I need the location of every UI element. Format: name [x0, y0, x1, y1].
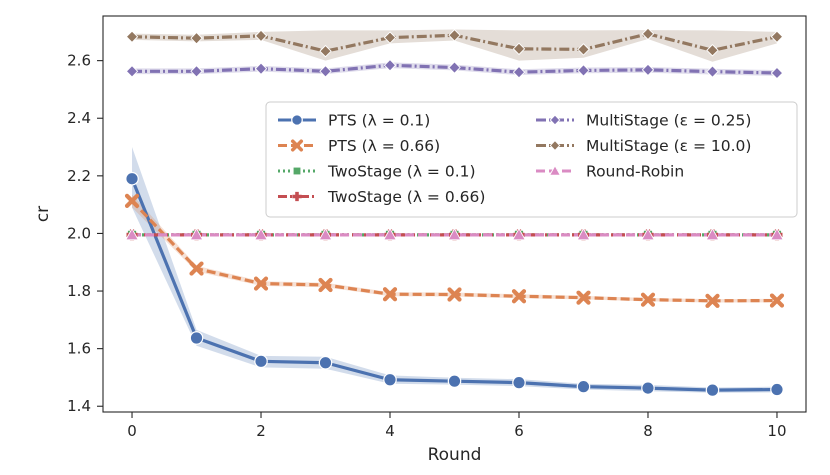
- marker-round-robin-0: [125, 227, 139, 241]
- x-tick-label: 0: [127, 422, 137, 440]
- y-axis-label: cr: [33, 206, 53, 222]
- plot-frame: [102, 15, 807, 413]
- marker-multistage-10-0-0: [125, 30, 139, 43]
- marker-pts-0-66-6: [511, 289, 527, 304]
- y-axis-ticks: 1.4 1.6 1.8 2.0 2.2 2.4 2.6: [67, 52, 103, 415]
- marker-pts-0-1-1: [189, 331, 204, 345]
- x-axis-ticks: 0 2 4 6 8 10: [127, 412, 787, 440]
- legend-label: Round-Robin: [586, 163, 684, 181]
- marker-pts-0-66-5: [447, 287, 462, 302]
- x-tick-label: 8: [643, 422, 653, 440]
- marker-pts-0-1-4: [383, 372, 397, 387]
- marker-multistage-10-0-2: [254, 29, 268, 43]
- marker-multistage-10-0-7: [577, 43, 590, 56]
- marker-pts-0-66-1: [189, 261, 204, 276]
- marker-pts-0-66-4: [382, 287, 398, 302]
- legend-marker: [291, 114, 303, 126]
- marker-pts-0-66-0: [124, 193, 140, 208]
- legend-label: TwoStage (λ = 0.66): [327, 188, 485, 206]
- y-tick-label: 1.6: [67, 340, 91, 358]
- marker-multistage-10-0-1: [190, 31, 203, 45]
- marker-multistage-10-0-9: [706, 44, 719, 57]
- band-multistage-10-0: [132, 29, 777, 62]
- marker-pts-0-66-8: [640, 292, 656, 307]
- marker-round-robin-9: [705, 227, 720, 241]
- marker-pts-0-66-9: [705, 293, 720, 308]
- x-tick-label: 6: [514, 422, 524, 440]
- y-tick-label: 1.8: [67, 282, 91, 300]
- marker-round-robin-6: [512, 227, 526, 241]
- x-tick-label: 2: [256, 422, 266, 440]
- marker-round-robin-4: [383, 227, 397, 241]
- x-tick-label: 10: [767, 422, 786, 440]
- legend-marker: [548, 164, 562, 176]
- y-tick-label: 2.0: [67, 224, 91, 242]
- marker-multistage-0-25-4: [383, 59, 397, 72]
- marker-multistage-10-0-4: [383, 31, 397, 44]
- legend-entry-twostage-0-66: TwoStage (λ = 0.66): [278, 188, 485, 206]
- marker-multistage-0-25-1: [190, 65, 203, 78]
- marker-multistage-10-0-10: [770, 30, 784, 43]
- legend-marker: [292, 166, 302, 176]
- marker-multistage-10-0-6: [512, 42, 526, 56]
- legend-box: [265, 101, 798, 218]
- marker-round-robin-1: [189, 227, 204, 241]
- marker-pts-0-66-2: [253, 276, 269, 291]
- y-tick-label: 1.4: [67, 397, 91, 415]
- marker-multistage-0-25-3: [319, 65, 332, 78]
- x-axis-label: Round: [428, 445, 482, 465]
- legend-label: TwoStage (λ = 0.1): [327, 163, 476, 181]
- marker-pts-0-1-0: [125, 171, 139, 186]
- legend-marker: [292, 191, 302, 202]
- legend-entry-pts-0-1: PTS (λ = 0.1): [278, 112, 430, 130]
- marker-pts-0-1-5: [447, 374, 462, 388]
- y-tick-label: 2.6: [67, 52, 91, 70]
- legend-entry-multistage-0-25: MultiStage (ε = 0.25): [536, 112, 751, 130]
- marker-multistage-10-0-3: [319, 44, 332, 58]
- y-tick-label: 2.4: [67, 109, 91, 127]
- legend-label: MultiStage (ε = 10.0): [586, 137, 751, 155]
- marker-pts-0-1-10: [770, 382, 784, 397]
- legend-label: PTS (λ = 0.66): [328, 137, 440, 155]
- legend-entry-multistage-10-0: MultiStage (ε = 10.0): [536, 137, 751, 155]
- marker-round-robin-2: [254, 227, 268, 241]
- marker-round-robin-3: [318, 227, 333, 241]
- marker-multistage-0-25-6: [512, 65, 526, 79]
- marker-multistage-0-25-8: [641, 63, 655, 77]
- marker-pts-0-1-7: [576, 379, 591, 394]
- legend-marker: [549, 140, 561, 151]
- marker-pts-0-1-3: [318, 355, 333, 370]
- marker-multistage-0-25-9: [706, 65, 719, 78]
- legend-label: PTS (λ = 0.1): [328, 112, 430, 130]
- marker-pts-0-1-8: [641, 381, 655, 395]
- marker-pts-0-66-10: [769, 293, 785, 308]
- marker-multistage-0-25-7: [577, 64, 590, 77]
- marker-multistage-10-0-8: [641, 27, 655, 41]
- marker-pts-0-66-3: [318, 277, 333, 293]
- marker-round-robin-8: [641, 227, 655, 241]
- y-tick-label: 2.2: [67, 167, 91, 185]
- legend-marker: [549, 114, 561, 126]
- legend-entry-pts-0-66: PTS (λ = 0.66): [278, 137, 440, 155]
- marker-pts-0-1-6: [512, 375, 526, 390]
- marker-multistage-0-25-2: [254, 62, 268, 75]
- marker-pts-0-66-7: [576, 290, 591, 305]
- legend-entry-twostage-0-1: TwoStage (λ = 0.1): [278, 163, 476, 181]
- marker-pts-0-1-9: [705, 383, 720, 397]
- marker-multistage-0-25-0: [125, 65, 139, 78]
- marker-round-robin-10: [770, 227, 784, 241]
- marker-multistage-10-0-5: [448, 29, 461, 42]
- marker-multistage-0-25-10: [770, 66, 784, 80]
- legend-label: MultiStage (ε = 0.25): [586, 112, 751, 130]
- marker-pts-0-1-2: [254, 354, 268, 369]
- series-markers: [124, 27, 785, 397]
- marker-round-robin-7: [576, 227, 591, 241]
- legend: PTS (λ = 0.1) PTS (λ = 0.66) TwoStage (λ =…: [265, 101, 798, 218]
- legend-entry-round-robin: Round-Robin: [536, 163, 684, 181]
- legend-marker: [290, 139, 304, 152]
- x-tick-label: 4: [385, 422, 395, 440]
- marker-multistage-0-25-5: [448, 61, 461, 74]
- marker-round-robin-5: [447, 227, 462, 241]
